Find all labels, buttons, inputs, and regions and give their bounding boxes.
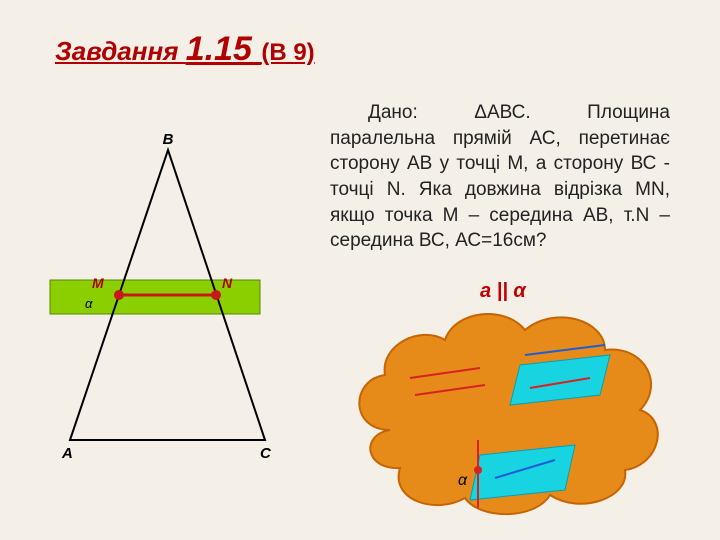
svg-text:N: N [222,275,233,291]
cloud-diagram: α [330,290,690,530]
svg-text:M: M [92,275,104,291]
title-number: 1.15 [186,30,262,68]
svg-text:A: A [61,445,73,462]
svg-text:B: B [163,131,174,148]
svg-text:C: C [260,445,272,462]
problem-text: Дано: ΔАВС. Площина паралельна прямій АС… [330,100,670,254]
title-suffix: (В 9) [261,39,314,66]
triangle-diagram: B A C M N α [40,120,320,480]
title-prefix: Завдання [55,36,186,66]
svg-text:α: α [458,472,468,489]
task-title: Завдання 1.15 (В 9) [55,30,315,69]
svg-text:α: α [85,296,93,311]
